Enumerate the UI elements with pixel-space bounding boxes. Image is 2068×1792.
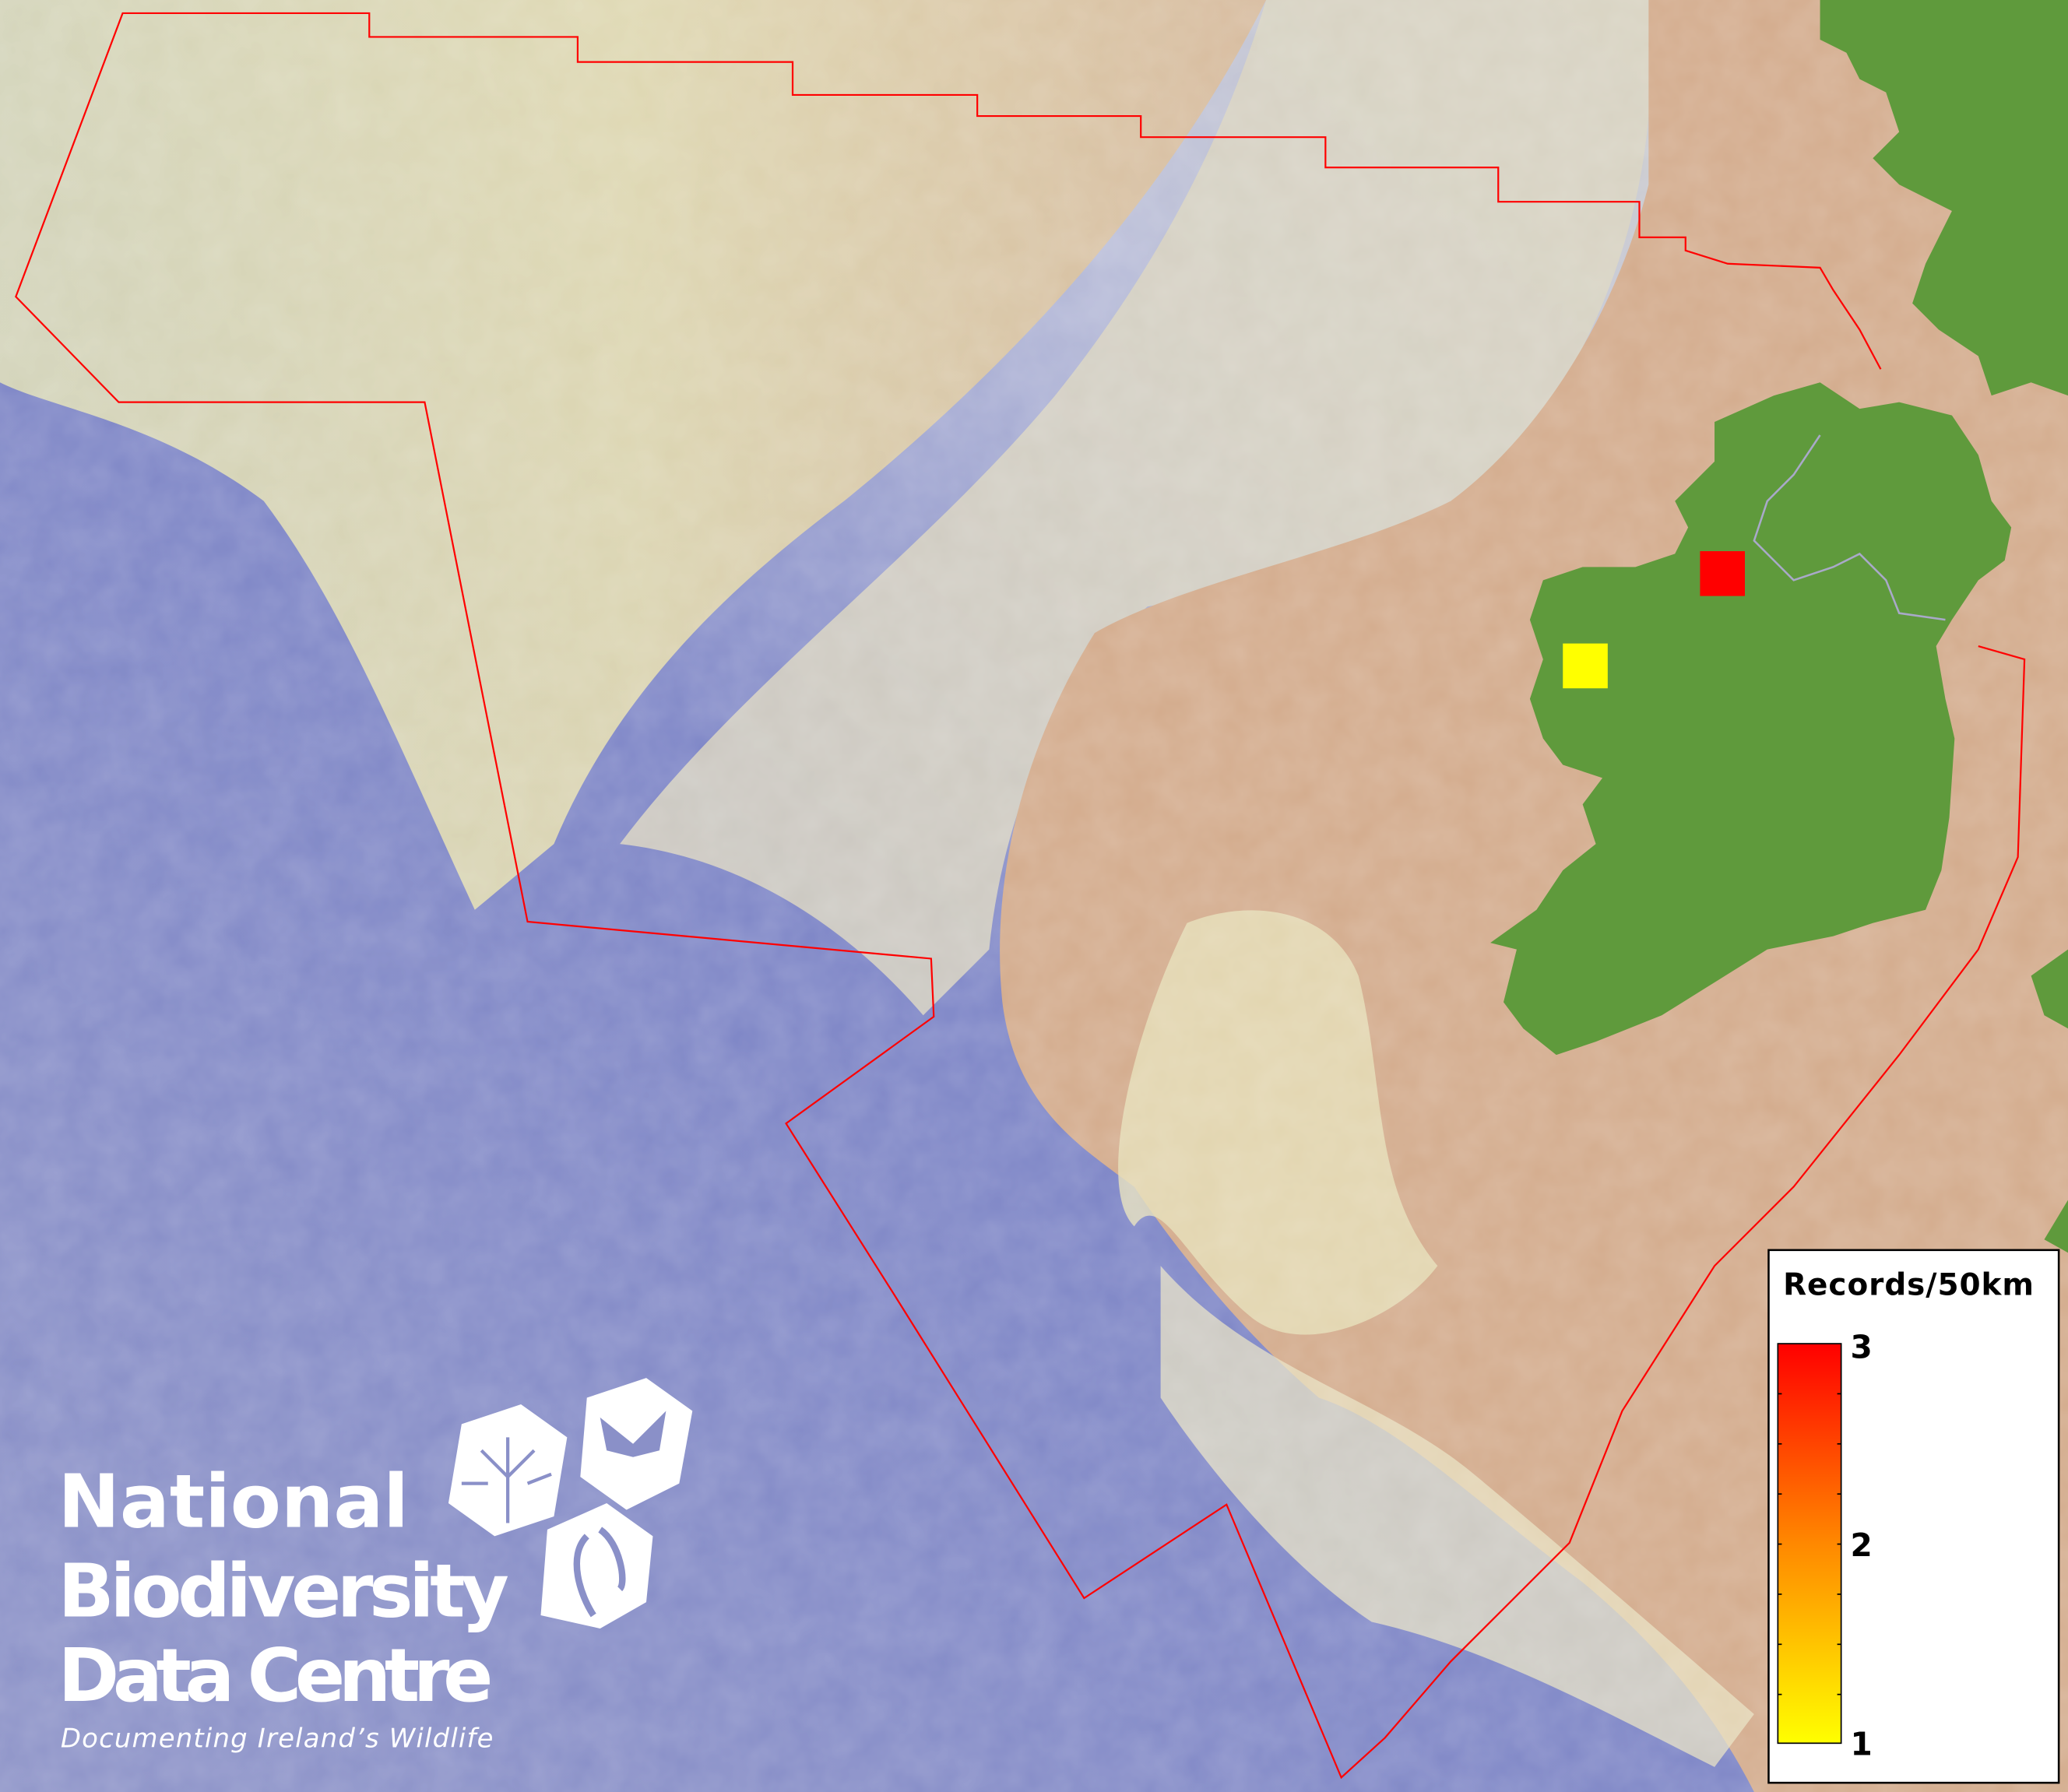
legend-tick-max: 3: [1851, 1329, 1873, 1366]
record-cell-low[interactable]: [1563, 643, 1608, 689]
marine-boundary-line: [15, 12, 2026, 1780]
legend-minor-ticks: [1778, 1393, 1841, 1695]
legend-tick-mid: 2: [1851, 1527, 1873, 1564]
england-landmass: [2044, 1200, 2068, 1253]
legend-title: Records/50km: [1783, 1267, 2034, 1302]
legend-tick-min: 1: [1851, 1726, 1873, 1763]
butterfly-icon: [580, 1378, 693, 1510]
record-cell-high[interactable]: [1700, 551, 1745, 596]
logo-line-national: National: [58, 1460, 409, 1545]
ireland-landmass: [1490, 382, 2012, 1056]
logo-line-data-centre: Data Centre: [58, 1633, 494, 1719]
wales-landmass: [2031, 949, 2068, 1029]
seahorse-icon: [540, 1503, 653, 1629]
scotland-landmass: [1820, 0, 2068, 396]
legend-colorbar: [1777, 1343, 1842, 1745]
northern-ireland-border: [1753, 434, 1946, 621]
logo-line-biodiversity: Biodiversity: [58, 1549, 509, 1635]
tree-icon: [448, 1404, 568, 1537]
nbdc-logo: National Biodiversity Data Centre Docume…: [58, 1378, 693, 1753]
legend: Records/50km 3 2 1: [1767, 1249, 2060, 1784]
logo-tagline: Documenting Ireland’s Wildlife: [61, 1723, 494, 1753]
